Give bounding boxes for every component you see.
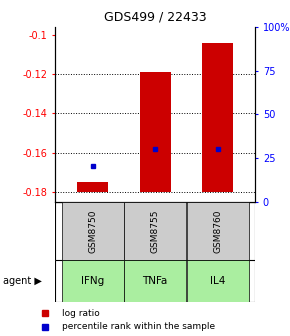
Bar [202, 43, 233, 192]
Bar [187, 202, 249, 260]
Text: TNFa: TNFa [142, 277, 168, 286]
Text: IFNg: IFNg [81, 277, 104, 286]
Text: agent ▶: agent ▶ [3, 277, 42, 286]
Bar [187, 260, 249, 302]
Bar [139, 72, 171, 192]
Title: GDS499 / 22433: GDS499 / 22433 [104, 11, 206, 24]
Text: GSM8760: GSM8760 [213, 209, 222, 253]
Bar [62, 260, 124, 302]
Bar [124, 202, 186, 260]
Bar [62, 202, 124, 260]
Text: percentile rank within the sample: percentile rank within the sample [62, 322, 215, 331]
Text: GSM8755: GSM8755 [151, 209, 160, 253]
Bar [77, 182, 108, 192]
Text: log ratio: log ratio [62, 309, 100, 318]
Text: IL4: IL4 [210, 277, 225, 286]
Bar [124, 260, 186, 302]
Text: GSM8750: GSM8750 [88, 209, 97, 253]
